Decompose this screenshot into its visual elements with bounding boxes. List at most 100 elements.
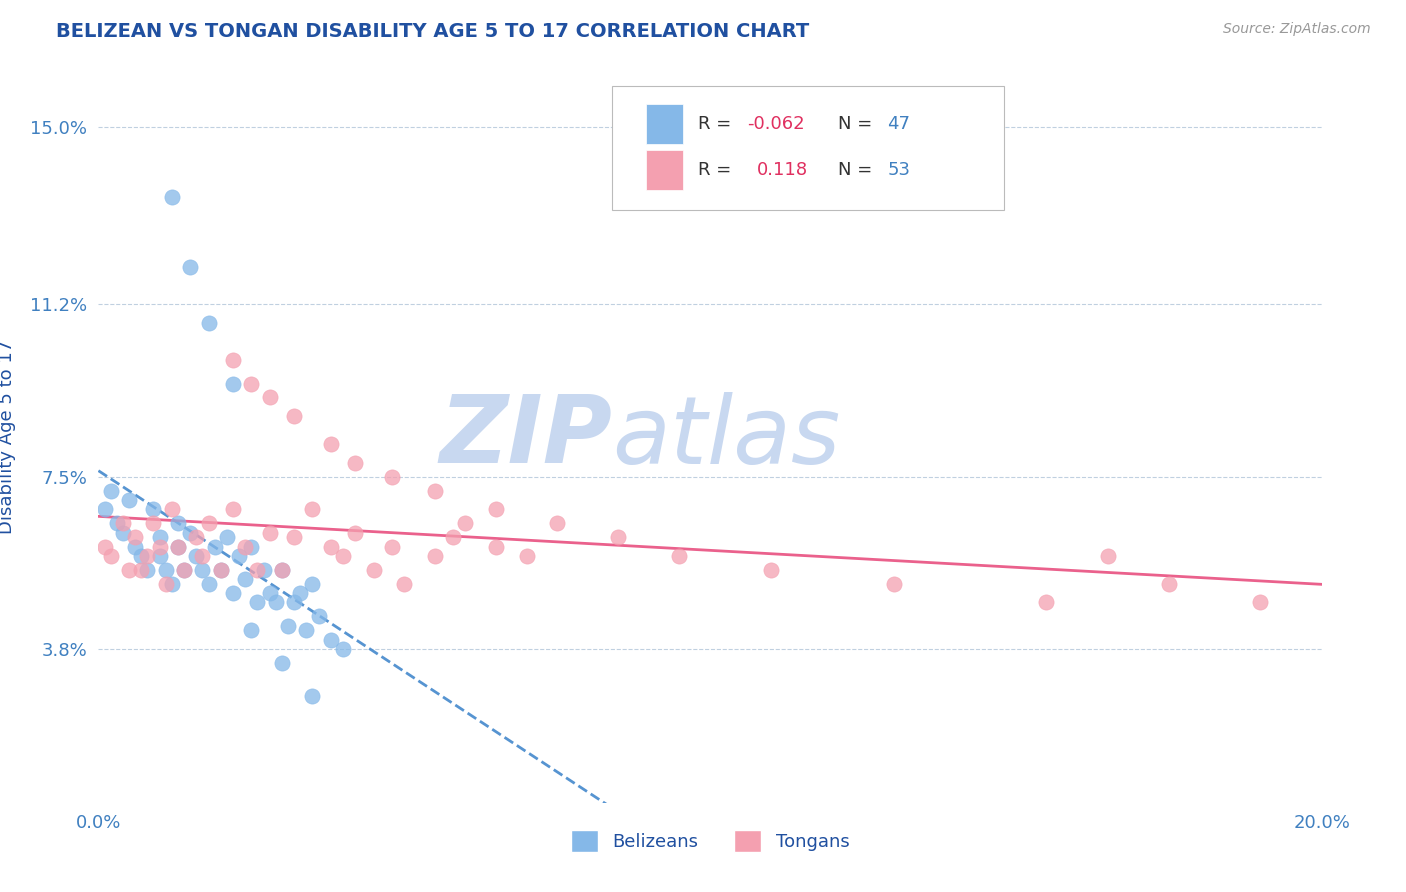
Point — [155, 577, 177, 591]
Point — [259, 391, 281, 405]
Point — [392, 577, 416, 591]
Point — [301, 689, 323, 703]
Point — [100, 483, 122, 498]
FancyBboxPatch shape — [647, 150, 683, 190]
Point — [1249, 595, 1271, 609]
Point — [240, 624, 263, 638]
Text: BELIZEAN VS TONGAN DISABILITY AGE 5 TO 17 CORRELATION CHART: BELIZEAN VS TONGAN DISABILITY AGE 5 TO 1… — [56, 22, 810, 41]
Point — [423, 549, 446, 563]
Point — [142, 516, 165, 531]
Point — [344, 525, 367, 540]
FancyBboxPatch shape — [647, 103, 683, 145]
Point — [228, 549, 250, 563]
Point — [173, 563, 195, 577]
Point — [100, 549, 122, 563]
Point — [883, 577, 905, 591]
Text: 53: 53 — [887, 161, 911, 179]
Point — [204, 540, 226, 554]
Point — [485, 540, 508, 554]
Point — [319, 437, 342, 451]
Text: 47: 47 — [887, 115, 911, 133]
Point — [93, 540, 115, 554]
Text: ZIP: ZIP — [439, 391, 612, 483]
Point — [149, 549, 172, 563]
Point — [607, 530, 630, 544]
Point — [283, 595, 305, 609]
Point — [259, 586, 281, 600]
Legend: Belizeans, Tongans: Belizeans, Tongans — [564, 823, 856, 860]
Point — [191, 563, 214, 577]
Point — [149, 540, 172, 554]
Point — [759, 563, 782, 577]
Point — [1097, 549, 1119, 563]
Point — [233, 540, 256, 554]
Point — [246, 595, 269, 609]
Point — [149, 530, 172, 544]
Point — [668, 549, 690, 563]
Point — [136, 563, 159, 577]
Point — [111, 516, 134, 531]
Point — [485, 502, 508, 516]
Point — [264, 595, 287, 609]
Point — [319, 632, 342, 647]
Point — [233, 572, 256, 586]
Y-axis label: Disability Age 5 to 17: Disability Age 5 to 17 — [0, 340, 17, 534]
Point — [186, 530, 208, 544]
Point — [270, 563, 292, 577]
Point — [167, 540, 190, 554]
Point — [155, 563, 177, 577]
Point — [1035, 595, 1057, 609]
Text: atlas: atlas — [612, 392, 841, 483]
Point — [197, 516, 219, 531]
Point — [277, 619, 299, 633]
Point — [191, 549, 214, 563]
Point — [160, 577, 183, 591]
Point — [222, 353, 245, 368]
Point — [252, 563, 274, 577]
Point — [290, 586, 312, 600]
Point — [546, 516, 568, 531]
Point — [209, 563, 232, 577]
Point — [124, 540, 146, 554]
Point — [222, 586, 245, 600]
Point — [129, 549, 152, 563]
Point — [332, 642, 354, 657]
Point — [283, 530, 305, 544]
Text: 0.118: 0.118 — [756, 161, 807, 179]
Text: N =: N = — [838, 115, 879, 133]
Text: N =: N = — [838, 161, 879, 179]
Point — [105, 516, 128, 531]
Point — [136, 549, 159, 563]
Point — [111, 525, 134, 540]
Point — [319, 540, 342, 554]
Point — [423, 483, 446, 498]
Point — [215, 530, 238, 544]
Text: R =: R = — [697, 115, 737, 133]
Point — [179, 260, 201, 274]
Point — [308, 609, 330, 624]
Point — [259, 525, 281, 540]
Point — [270, 656, 292, 670]
Point — [179, 525, 201, 540]
Point — [118, 563, 141, 577]
Point — [167, 516, 190, 531]
Point — [381, 540, 404, 554]
Text: Source: ZipAtlas.com: Source: ZipAtlas.com — [1223, 22, 1371, 37]
Point — [246, 563, 269, 577]
Point — [173, 563, 195, 577]
Point — [186, 549, 208, 563]
Point — [124, 530, 146, 544]
Text: R =: R = — [697, 161, 737, 179]
Point — [332, 549, 354, 563]
Point — [167, 540, 190, 554]
FancyBboxPatch shape — [612, 86, 1004, 211]
Point — [283, 409, 305, 423]
Point — [197, 316, 219, 330]
Point — [240, 376, 263, 391]
Point — [129, 563, 152, 577]
Point — [295, 624, 318, 638]
Point — [209, 563, 232, 577]
Point — [516, 549, 538, 563]
Point — [222, 502, 245, 516]
Point — [160, 190, 183, 204]
